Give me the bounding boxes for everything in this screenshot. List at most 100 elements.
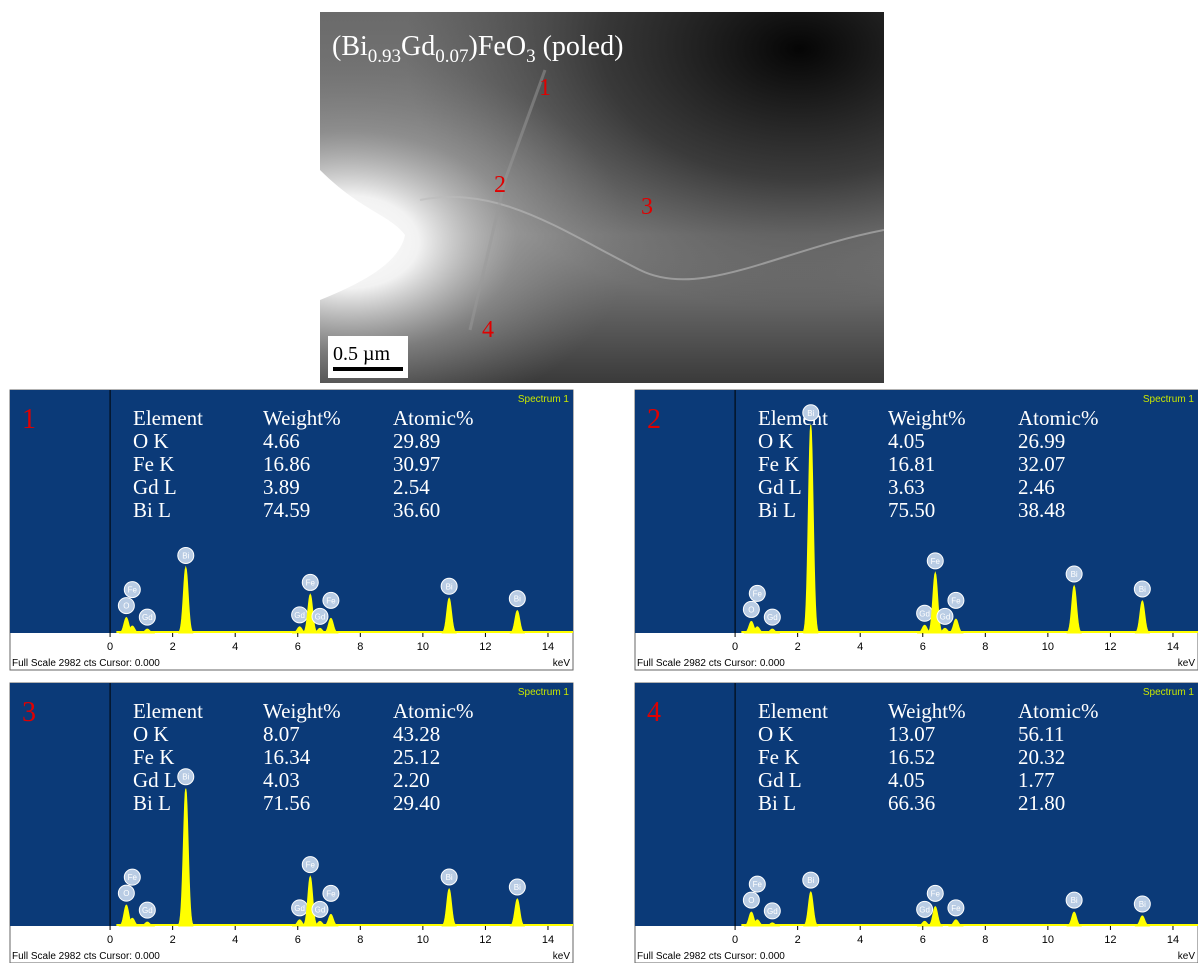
table-cell: Fe K xyxy=(133,452,174,476)
table-cell: Fe K xyxy=(758,452,799,476)
peak-label: Fe xyxy=(931,889,941,898)
table-cell: 56.11 xyxy=(1018,722,1064,746)
table-cell: 29.89 xyxy=(393,429,440,453)
table-cell: 8.07 xyxy=(263,722,300,746)
peak-label: Fe xyxy=(128,586,138,595)
table-cell: 74.59 xyxy=(263,498,310,522)
table-header: Weight% xyxy=(888,699,966,723)
x-unit: keV xyxy=(1178,951,1196,962)
table-cell: Gd L xyxy=(758,475,802,499)
tem-image xyxy=(320,12,884,383)
x-tick-label: 14 xyxy=(1167,641,1179,653)
x-tick-label: 8 xyxy=(357,934,363,946)
peak-label: Bi xyxy=(1071,570,1078,579)
peak-label: Gd xyxy=(919,609,930,618)
peak-label: Gd xyxy=(142,613,153,622)
x-tick-label: 4 xyxy=(857,641,863,653)
table-header: Weight% xyxy=(263,699,341,723)
table-header: Atomic% xyxy=(1018,699,1098,723)
peak-label: Bi xyxy=(446,873,453,882)
x-tick-label: 4 xyxy=(232,641,238,653)
x-tick-label: 0 xyxy=(107,934,113,946)
table-header: Element xyxy=(133,699,203,723)
table-cell: 26.99 xyxy=(1018,429,1065,453)
peak-label: Fe xyxy=(951,596,961,605)
point-marker: 4 xyxy=(482,317,494,343)
title-subscript: 0.93 xyxy=(368,46,401,67)
point-marker: 3 xyxy=(641,194,653,220)
table-cell: Gd L xyxy=(133,475,177,499)
peak-label: Fe xyxy=(326,889,336,898)
table-cell: 43.28 xyxy=(393,722,440,746)
table-cell: 2.20 xyxy=(393,768,430,792)
peak-label: Gd xyxy=(142,906,153,915)
title-part: Gd xyxy=(401,31,435,62)
table-cell: O K xyxy=(758,429,794,453)
table-header: Weight% xyxy=(263,406,341,430)
peak-label: Fe xyxy=(306,578,316,587)
x-tick-label: 14 xyxy=(542,641,554,653)
table-cell: Bi L xyxy=(758,498,796,522)
panel-label: 2 xyxy=(647,404,661,435)
x-tick-label: 12 xyxy=(1104,641,1116,653)
table-cell: 38.48 xyxy=(1018,498,1065,522)
x-tick-label: 2 xyxy=(170,934,176,946)
table-cell: Bi L xyxy=(758,791,796,815)
table-cell: 29.40 xyxy=(393,791,440,815)
peak-label: O xyxy=(748,605,754,614)
table-cell: 3.89 xyxy=(263,475,300,499)
footer: Full Scale 2982 cts Cursor: 0.000 xyxy=(637,951,785,962)
title-part: )FeO xyxy=(469,31,527,62)
table-cell: O K xyxy=(133,722,169,746)
table-cell: 25.12 xyxy=(393,745,440,769)
table-cell: 66.36 xyxy=(888,791,935,815)
table-cell: 16.86 xyxy=(263,452,310,476)
peak-label: Bi xyxy=(807,409,814,418)
peak-label: Bi xyxy=(182,773,189,782)
table-cell: 32.07 xyxy=(1018,452,1065,476)
title-subscript: 3 xyxy=(526,46,536,67)
figure: (Bi0.93Gd0.07)FeO3 (poled) 1234 0.5 µm 1… xyxy=(0,0,1198,963)
x-tick-label: 2 xyxy=(795,934,801,946)
table-cell: 2.54 xyxy=(393,475,430,499)
x-tick-label: 2 xyxy=(170,641,176,653)
table-cell: 16.34 xyxy=(263,745,311,769)
peak-label: Gd xyxy=(767,613,778,622)
peak-label: Bi xyxy=(514,883,521,892)
peak-label: Fe xyxy=(753,880,763,889)
table-header: Atomic% xyxy=(393,406,473,430)
title-part: (poled) xyxy=(536,31,624,62)
x-tick-label: 4 xyxy=(857,934,863,946)
peak-label: Gd xyxy=(919,905,930,914)
x-unit: keV xyxy=(553,951,571,962)
x-unit: keV xyxy=(553,658,571,669)
panel-label: 1 xyxy=(22,404,36,435)
peak-label: Bi xyxy=(807,876,814,885)
x-tick-label: 12 xyxy=(1104,934,1116,946)
x-tick-label: 0 xyxy=(732,934,738,946)
x-tick-label: 6 xyxy=(295,934,301,946)
peak-label: Gd xyxy=(767,907,778,916)
x-tick-label: 14 xyxy=(1167,934,1179,946)
table-header: Element xyxy=(133,406,203,430)
peak-label: Gd xyxy=(294,611,305,620)
table-cell: 4.05 xyxy=(888,429,925,453)
table-cell: 36.60 xyxy=(393,498,440,522)
table-cell: Fe K xyxy=(758,745,799,769)
peak-label: Bi xyxy=(182,551,189,560)
table-cell: 3.63 xyxy=(888,475,925,499)
x-tick-label: 12 xyxy=(479,641,491,653)
table-header: Element xyxy=(758,699,828,723)
x-tick-label: 6 xyxy=(920,934,926,946)
title-subscript: 0.07 xyxy=(435,46,468,67)
spectrum-title: Spectrum 1 xyxy=(518,394,570,405)
table-cell: 1.77 xyxy=(1018,768,1055,792)
peak-label: Gd xyxy=(940,612,951,621)
x-tick-label: 4 xyxy=(232,934,238,946)
peak-label: Bi xyxy=(514,595,521,604)
x-tick-label: 10 xyxy=(1042,641,1054,653)
peak-label: Fe xyxy=(931,557,941,566)
x-unit: keV xyxy=(1178,658,1196,669)
footer: Full Scale 2982 cts Cursor: 0.000 xyxy=(637,658,785,669)
